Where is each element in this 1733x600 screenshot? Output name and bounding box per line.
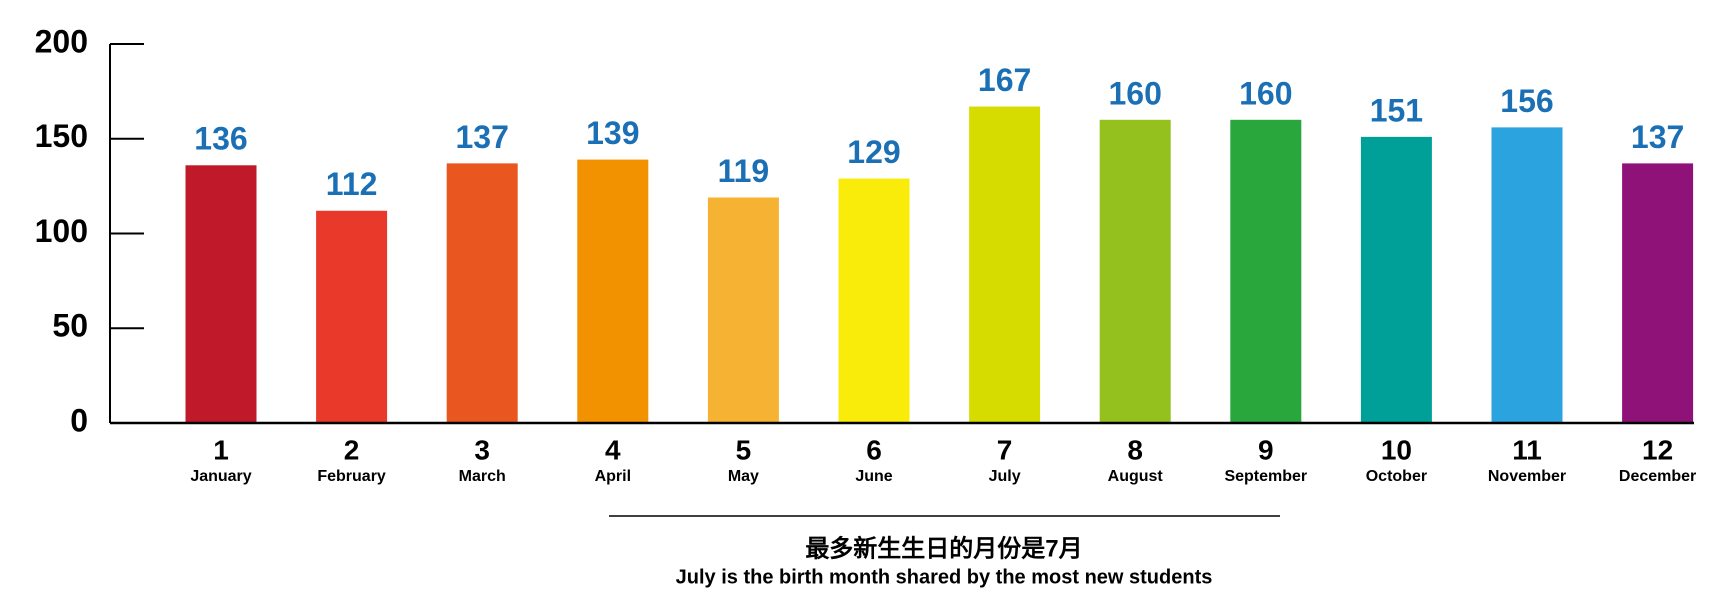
value-label: 160 — [1109, 75, 1162, 111]
value-label: 136 — [194, 121, 247, 157]
month-label: July — [989, 468, 1021, 485]
bar — [185, 165, 257, 423]
y-tick-label: 50 — [52, 308, 88, 344]
bar — [1099, 119, 1171, 424]
y-tick-label: 150 — [35, 118, 88, 154]
x-tick-label: 9 — [1258, 434, 1274, 465]
month-label: October — [1366, 468, 1427, 485]
bar — [1360, 136, 1432, 424]
value-label: 139 — [586, 115, 639, 151]
bar — [1230, 119, 1302, 424]
bar — [969, 106, 1041, 423]
value-label: 137 — [1631, 119, 1684, 155]
bar — [838, 178, 910, 423]
x-tick-label: 1 — [213, 434, 229, 465]
bar — [1491, 127, 1563, 423]
caption-en: July is the birth month shared by the mo… — [676, 566, 1213, 588]
month-label: January — [190, 468, 251, 485]
x-tick-label: 12 — [1642, 434, 1673, 465]
value-label: 151 — [1370, 92, 1423, 128]
value-label: 119 — [718, 153, 770, 189]
x-tick-label: 4 — [605, 434, 621, 465]
x-tick-label: 6 — [866, 434, 882, 465]
value-label: 167 — [978, 62, 1031, 98]
caption-cn: 最多新生生日的月份是7月 — [805, 534, 1082, 562]
month-label: November — [1488, 468, 1566, 485]
month-label: September — [1224, 468, 1307, 485]
bar — [446, 163, 518, 423]
x-tick-label: 3 — [474, 434, 490, 465]
value-label: 137 — [456, 119, 509, 155]
bar — [316, 210, 388, 423]
x-tick-label: 5 — [736, 434, 752, 465]
month-label: August — [1108, 468, 1164, 485]
x-tick-label: 10 — [1381, 434, 1412, 465]
value-label: 160 — [1239, 75, 1292, 111]
value-label: 156 — [1500, 83, 1553, 119]
bar — [577, 159, 649, 423]
x-tick-label: 7 — [997, 434, 1013, 465]
month-label: May — [728, 468, 759, 485]
y-tick-label: 200 — [35, 23, 88, 59]
value-label: 129 — [847, 134, 900, 170]
month-label: June — [855, 468, 892, 485]
x-tick-label: 8 — [1127, 434, 1143, 465]
month-label: December — [1619, 468, 1696, 485]
value-label: 112 — [326, 166, 378, 202]
bar — [707, 197, 779, 423]
x-tick-label: 11 — [1512, 434, 1542, 465]
bar — [1622, 163, 1694, 423]
y-tick-label: 100 — [35, 213, 88, 249]
y-tick-label: 0 — [70, 402, 88, 438]
month-label: February — [317, 468, 386, 485]
x-tick-label: 2 — [344, 434, 360, 465]
month-label: March — [459, 468, 506, 485]
month-label: April — [595, 468, 631, 485]
